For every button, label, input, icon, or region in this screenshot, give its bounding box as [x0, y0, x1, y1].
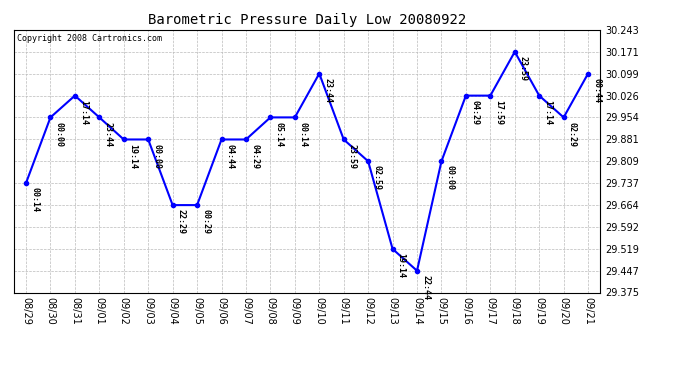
Text: 17:14: 17:14 [543, 100, 553, 125]
Text: 02:59: 02:59 [373, 165, 382, 190]
Text: 04:44: 04:44 [226, 144, 235, 169]
Text: 23:44: 23:44 [104, 122, 112, 147]
Text: Copyright 2008 Cartronics.com: Copyright 2008 Cartronics.com [17, 34, 161, 43]
Text: 04:29: 04:29 [470, 100, 479, 125]
Text: 00:00: 00:00 [446, 165, 455, 190]
Text: 17:14: 17:14 [79, 100, 88, 125]
Text: 00:44: 00:44 [592, 78, 601, 103]
Text: 00:00: 00:00 [152, 144, 161, 169]
Text: 19:14: 19:14 [397, 253, 406, 278]
Text: 05:14: 05:14 [275, 122, 284, 147]
Text: 00:14: 00:14 [30, 187, 39, 212]
Text: 02:29: 02:29 [568, 122, 577, 147]
Title: Barometric Pressure Daily Low 20080922: Barometric Pressure Daily Low 20080922 [148, 13, 466, 27]
Text: 00:14: 00:14 [299, 122, 308, 147]
Text: 23:59: 23:59 [348, 144, 357, 169]
Text: 04:29: 04:29 [250, 144, 259, 169]
Text: 19:14: 19:14 [128, 144, 137, 169]
Text: 23:59: 23:59 [519, 56, 528, 81]
Text: 22:44: 22:44 [421, 275, 430, 300]
Text: 00:00: 00:00 [55, 122, 63, 147]
Text: 22:29: 22:29 [177, 209, 186, 234]
Text: 17:59: 17:59 [495, 100, 504, 125]
Text: 23:44: 23:44 [324, 78, 333, 103]
Text: 00:29: 00:29 [201, 209, 210, 234]
